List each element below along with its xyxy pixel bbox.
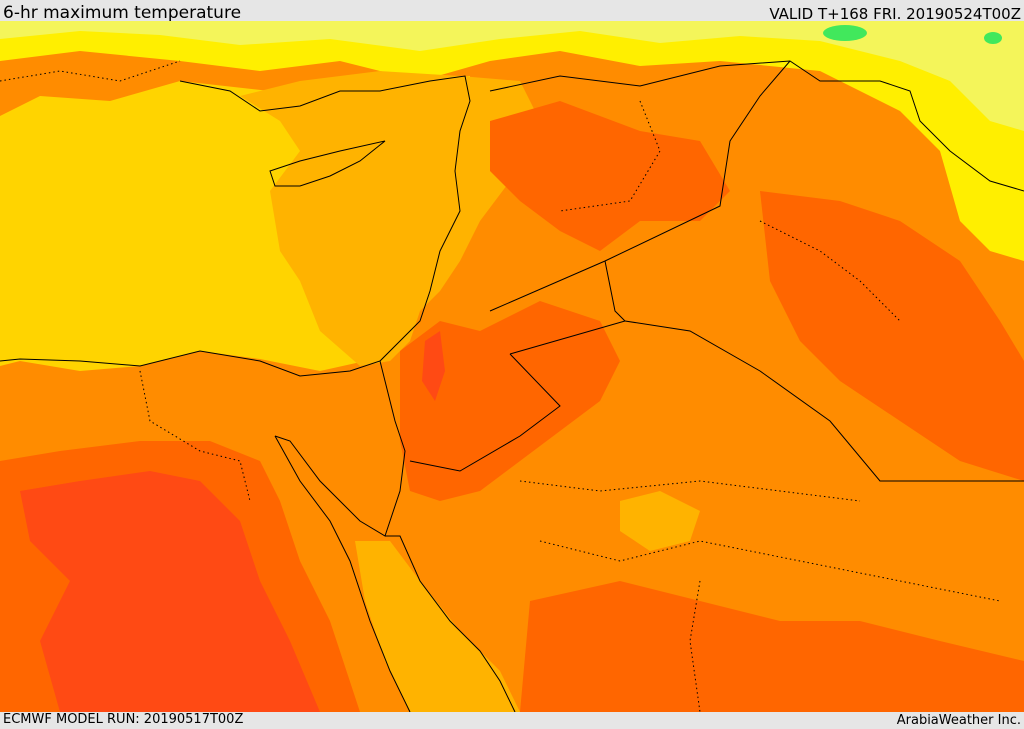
iraq-hot-area <box>760 191 1024 481</box>
national-borders <box>409 60 1024 482</box>
dead-sea-hotspot <box>422 331 445 401</box>
map-canvas <box>0 21 1024 712</box>
cool-spot-caspian <box>984 32 1002 44</box>
jordan-rift-hot-strip <box>400 301 620 501</box>
cool-spot-caucasus <box>823 25 867 41</box>
saudi-hot-area <box>520 581 1024 712</box>
egypt-hottest-zone <box>20 471 320 712</box>
model-run-label: ECMWF MODEL RUN: 20190517T00Z <box>3 712 244 727</box>
map-title: 6-hr maximum temperature <box>3 3 242 23</box>
credit-label: ArabiaWeather Inc. <box>896 713 1021 728</box>
valid-time-label: VALID T+168 FRI. 20190524T00Z <box>769 5 1021 23</box>
red-sea <box>355 541 520 712</box>
province-borders <box>0 60 1001 712</box>
anatolia-coastal-zone <box>240 71 540 366</box>
syria-hot-area <box>490 101 730 251</box>
footer-bar: ECMWF MODEL RUN: 20190517T00Z ArabiaWeat… <box>0 712 1024 729</box>
coastlines <box>0 60 1024 712</box>
header-bar: 6-hr maximum temperature VALID T+168 FRI… <box>0 0 1024 23</box>
saudi-warm-patch <box>620 491 700 551</box>
temperature-map[interactable] <box>0 21 1024 712</box>
north-pale-band <box>0 21 1024 131</box>
